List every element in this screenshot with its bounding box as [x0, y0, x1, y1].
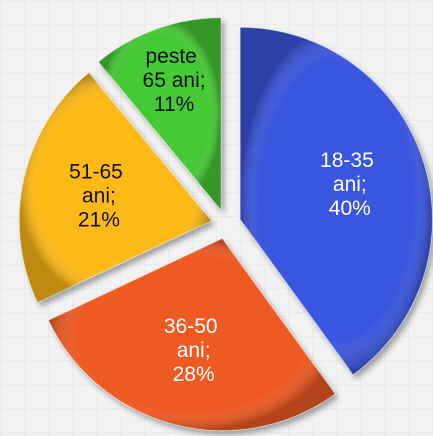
value-label: 21% [78, 209, 120, 232]
slice-label: 36-50 ani; 28% [164, 315, 224, 386]
label-line: 18-35 [320, 149, 380, 172]
value-label: 28% [173, 363, 215, 386]
label-line: ani; [177, 339, 211, 362]
value-label: 40% [329, 197, 371, 220]
label-line: 36-50 [164, 315, 224, 338]
slice-label: 18-35 ani; 40% [320, 149, 380, 220]
category-label: 36-50 ani; [164, 315, 224, 362]
category-label: 18-35 ani; [320, 149, 380, 196]
label-line: 65 ani; [143, 69, 206, 92]
label-line: ani; [333, 173, 367, 196]
slice-label: peste 65 ani; 11% [143, 45, 206, 116]
value-label: 11% [154, 93, 194, 116]
label-line: peste [145, 45, 202, 68]
label-line: 51-65 [69, 161, 129, 184]
label-line: ani; [82, 185, 116, 208]
category-label: peste 65 ani; [143, 45, 206, 92]
